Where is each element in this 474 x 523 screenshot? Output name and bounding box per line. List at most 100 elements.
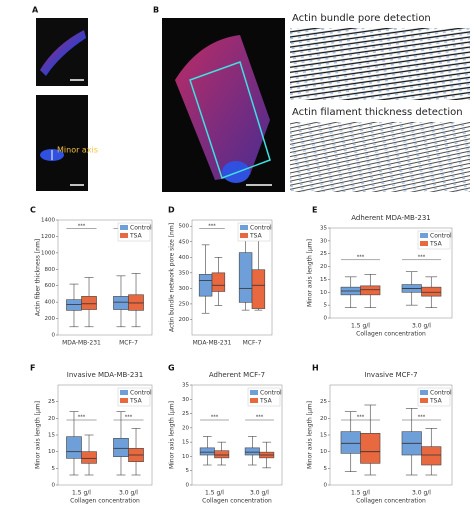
y-tick-label: 350 xyxy=(179,270,190,276)
y-tick-label: 300 xyxy=(179,286,190,292)
chart-title: Invasive MDA-MB-231 xyxy=(67,371,143,379)
y-tick-label: 0 xyxy=(52,333,56,339)
y-tick-label: 5 xyxy=(186,468,190,474)
legend-label: Control xyxy=(250,225,272,232)
box xyxy=(113,296,129,310)
legend-label: TSA xyxy=(259,398,273,405)
y-tick-label: 0 xyxy=(52,483,56,489)
box xyxy=(251,269,266,309)
box xyxy=(113,438,129,457)
legend-swatch xyxy=(250,390,258,395)
box xyxy=(66,436,82,459)
box xyxy=(421,446,442,466)
panel-letter: C xyxy=(30,206,36,215)
sig-label: *** xyxy=(211,415,219,421)
micrograph xyxy=(36,95,88,191)
y-tick-label: 15 xyxy=(320,277,327,283)
box xyxy=(66,299,82,311)
legend-swatch xyxy=(420,398,428,403)
x-tick-label: MDA-MB-231 xyxy=(193,340,232,347)
sig-label: *** xyxy=(357,254,365,260)
legend-label: TSA xyxy=(429,398,443,405)
y-tick-label: 200 xyxy=(45,316,56,322)
x-tick-label: 1.5 g/l xyxy=(351,323,370,330)
box xyxy=(360,433,381,464)
x-tick-label: 3.0 g/l xyxy=(250,490,269,497)
sig-label: *** xyxy=(418,415,426,421)
legend-swatch xyxy=(420,241,428,246)
panel-letter: A xyxy=(32,6,39,15)
sig-label: *** xyxy=(418,254,426,260)
legend-label: Control xyxy=(130,390,152,397)
legend-swatch xyxy=(120,225,128,230)
x-tick-label: MDA-MB-231 xyxy=(62,340,101,347)
panel-letter: B xyxy=(153,6,159,15)
panel-letter: D xyxy=(168,206,175,215)
box xyxy=(244,447,260,456)
y-tick-label: 25 xyxy=(182,411,189,417)
sig-label: *** xyxy=(78,415,86,421)
y-tick-label: 30 xyxy=(182,397,189,403)
legend-swatch xyxy=(420,233,428,238)
legend-swatch xyxy=(120,233,128,238)
y-tick-label: 0 xyxy=(324,483,328,489)
y-tick-label: 10 xyxy=(320,290,327,296)
panel-letter: G xyxy=(168,364,175,373)
y-tick-label: 450 xyxy=(179,239,190,245)
y-tick-label: 0 xyxy=(186,483,190,489)
box xyxy=(81,451,97,464)
legend-label: Control xyxy=(130,225,152,232)
y-tick-label: 5 xyxy=(324,303,328,309)
y-tick-label: 1400 xyxy=(41,218,55,224)
y-tick-label: 5 xyxy=(52,466,56,472)
x-tick-label: 3.0 g/l xyxy=(412,323,431,330)
x-axis-label: Collagen concentration xyxy=(356,498,426,505)
legend-swatch xyxy=(240,233,248,238)
legend-label: TSA xyxy=(249,233,263,240)
y-tick-label: 800 xyxy=(45,267,56,273)
legend-swatch xyxy=(420,390,428,395)
y-tick-label: 500 xyxy=(179,224,190,230)
cell xyxy=(40,30,86,76)
legend-swatch xyxy=(120,398,128,403)
y-tick-label: 35 xyxy=(320,226,327,232)
y-tick-label: 20 xyxy=(182,425,189,431)
pore-image xyxy=(290,28,470,100)
sig-label: *** xyxy=(125,415,133,421)
legend-label: Control xyxy=(430,390,452,397)
box xyxy=(199,447,215,456)
panel-letter: H xyxy=(312,364,319,373)
x-tick-label: 3.0 g/l xyxy=(119,490,138,497)
sig-label: *** xyxy=(256,415,264,421)
y-axis-label: Actin bundle network pore size [nm] xyxy=(169,223,176,332)
image-title: Actin bundle pore detection xyxy=(292,13,431,24)
y-tick-label: 5 xyxy=(324,466,328,472)
y-tick-label: 15 xyxy=(320,433,327,439)
chart-title: Adherent MCF-7 xyxy=(209,371,265,379)
x-tick-label: MCF-7 xyxy=(119,340,138,347)
y-tick-label: 400 xyxy=(179,255,190,261)
y-tick-label: 250 xyxy=(179,301,190,307)
x-axis-label: Collagen concentration xyxy=(356,331,426,338)
x-tick-label: 1.5 g/l xyxy=(205,490,224,497)
y-tick-label: 400 xyxy=(45,300,56,306)
legend-label: Control xyxy=(260,390,282,397)
chart-title: Adherent MDA-MB-231 xyxy=(351,214,431,222)
y-tick-label: 15 xyxy=(182,440,189,446)
x-axis-label: Collagen concentration xyxy=(70,498,140,505)
box xyxy=(360,285,381,296)
panel-letter: E xyxy=(312,206,317,215)
sig-label: *** xyxy=(78,223,86,229)
legend-swatch xyxy=(120,390,128,395)
panel-letter: F xyxy=(30,364,35,373)
x-axis-label: Collagen concentration xyxy=(202,498,272,505)
y-tick-label: 10 xyxy=(48,449,55,455)
y-tick-label: 25 xyxy=(48,399,55,405)
box xyxy=(211,272,226,292)
legend-swatch xyxy=(240,225,248,230)
legend-swatch xyxy=(250,398,258,403)
box xyxy=(214,450,230,459)
box xyxy=(238,252,253,303)
y-tick-label: 15 xyxy=(48,433,55,439)
